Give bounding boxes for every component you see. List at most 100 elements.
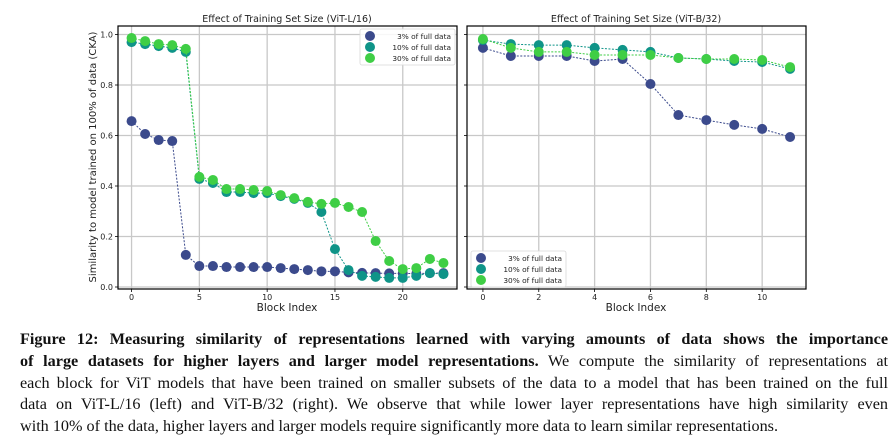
data-point [275, 190, 286, 201]
chart-left: Effect of Training Set Size (ViT-L/16) 0… [88, 14, 458, 314]
data-point [289, 193, 300, 204]
data-point [329, 266, 340, 277]
data-point [221, 262, 232, 273]
data-point [167, 136, 178, 147]
caption-bold: of large datasets for higher layers and … [20, 351, 539, 370]
data-point [262, 186, 273, 197]
y-tick-label: 0.0 [100, 283, 113, 292]
data-point [411, 270, 422, 281]
data-point [785, 132, 796, 143]
series-3 [477, 34, 796, 73]
data-point [561, 46, 572, 57]
data-point [357, 207, 368, 218]
legend-box [359, 28, 456, 66]
data-point [289, 264, 300, 275]
data-point [397, 272, 408, 283]
data-point [248, 262, 259, 273]
data-point [357, 270, 368, 281]
legend-marker [476, 275, 486, 285]
y-tick-label: 0.6 [100, 132, 113, 141]
x-tick-label: 15 [330, 293, 340, 302]
legend-label: 10% of full data [392, 43, 451, 52]
y-tick-label: 1.0 [100, 31, 113, 40]
data-point [384, 272, 395, 283]
x-tick-label: 8 [704, 293, 709, 302]
caption-line: Figure 12: Measuring similarity of repre… [20, 329, 888, 351]
data-point [343, 265, 354, 276]
data-point [505, 42, 516, 53]
data-point [275, 263, 286, 274]
data-point [673, 110, 684, 121]
data-point [153, 39, 164, 50]
y-ticks: 0.0 0.2 0.4 0.6 0.8 1.0 [100, 31, 118, 292]
data-point [221, 184, 232, 195]
legend-marker [365, 42, 375, 52]
chart-title: Effect of Training Set Size (ViT-L/16) [202, 14, 371, 25]
plot-frame [117, 25, 458, 290]
data-point [235, 262, 246, 273]
series-2 [477, 35, 796, 74]
data-point [180, 43, 191, 54]
series-line [482, 38, 791, 68]
x-tick-label: 5 [197, 293, 202, 302]
data-point [757, 123, 768, 134]
data-point [302, 196, 313, 207]
data-point [757, 55, 768, 66]
series-line [482, 39, 791, 70]
grid [118, 26, 457, 289]
data-point [701, 53, 712, 64]
data-point [589, 42, 600, 53]
data-point [729, 53, 740, 64]
data-point [701, 115, 712, 126]
data-point [207, 174, 218, 185]
legend-label: 30% of full data [392, 54, 451, 63]
data-point [505, 50, 516, 61]
data-point [207, 261, 218, 272]
data-point [370, 271, 381, 282]
caption-text: We compute the similarity of representat… [538, 351, 888, 370]
legend-label: 3% of full data [397, 32, 451, 41]
figure: Effect of Training Set Size (ViT-L/16) 0… [88, 14, 807, 314]
y-axis-label: Similarity to model trained on 100% of d… [88, 31, 99, 282]
x-axis-label: Block Index [606, 302, 667, 314]
series-line [482, 47, 791, 138]
data-point [316, 207, 327, 218]
data-point [438, 269, 449, 280]
data-point [424, 253, 435, 264]
x-ticks: 0 2 4 6 8 10 [480, 289, 767, 302]
data-point [248, 185, 259, 196]
data-point [533, 46, 544, 57]
figure-caption: Figure 12: Measuring similarity of repre… [20, 329, 888, 438]
x-tick-label: 2 [536, 293, 541, 302]
data-point [617, 49, 628, 60]
data-point [438, 258, 449, 269]
data-point [262, 262, 273, 273]
data-point [180, 249, 191, 260]
data-point [126, 116, 137, 127]
data-point [411, 263, 422, 274]
x-tick-label: 10 [757, 293, 767, 302]
data-point [729, 119, 740, 130]
data-point [235, 184, 246, 195]
x-axis-label: Block Index [257, 302, 318, 314]
caption-line: each block for ViT models that have been… [20, 373, 888, 395]
data-point [153, 135, 164, 146]
caption-line: with 10% of the data, higher layers and … [20, 416, 888, 438]
caption-text: with 10% of the data, higher layers and … [20, 417, 779, 436]
data-point [316, 198, 327, 209]
y-ticks [464, 34, 467, 288]
data-point [424, 268, 435, 279]
x-ticks: 0 5 10 15 20 [129, 289, 408, 302]
caption-bold: Figure 12: Measuring similarity of repre… [20, 330, 888, 348]
x-tick-label: 20 [398, 293, 408, 302]
data-point [397, 264, 408, 275]
legend-marker [476, 264, 486, 274]
legend-box [470, 250, 567, 288]
chart-right: Effect of Training Set Size (ViT-B/32) 0… [464, 14, 807, 314]
data-point [167, 40, 178, 51]
legend: 3% of full data 10% of full data 30% of fu… [359, 28, 456, 66]
data-point [194, 171, 205, 182]
data-point [329, 197, 340, 208]
data-point [477, 34, 488, 45]
data-point [302, 265, 313, 276]
